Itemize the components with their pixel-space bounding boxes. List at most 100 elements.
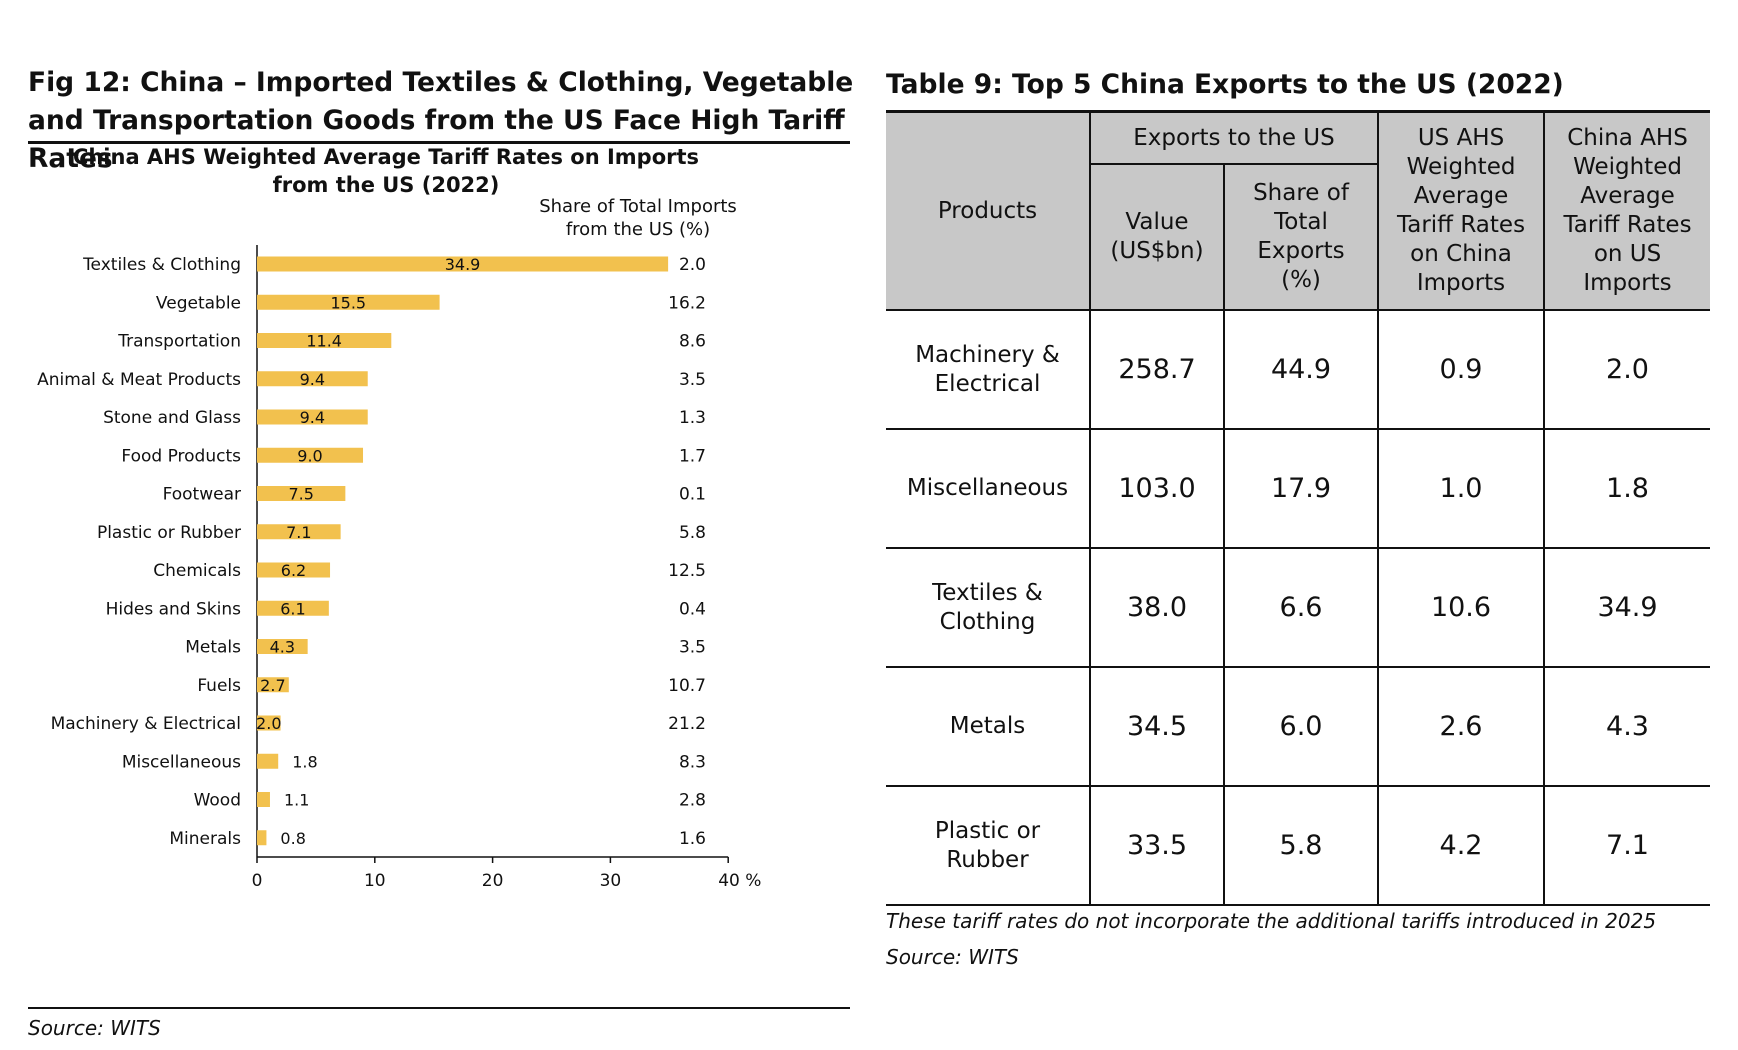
bar-value-label: 2.7 xyxy=(260,676,285,695)
bar xyxy=(257,409,368,425)
header-products: Products xyxy=(886,111,1090,311)
bar xyxy=(257,486,346,501)
table-row: Textiles & Clothing 38.0 6.6 10.6 34.9 xyxy=(886,548,1711,668)
cell-us-ahs: 1.0 xyxy=(1377,429,1545,549)
share-value-label: 10.7 xyxy=(668,676,706,696)
bar xyxy=(257,447,364,463)
bar-value-label: 15.5 xyxy=(330,293,366,312)
figure-top-rule xyxy=(28,141,850,144)
figure-source: Source: WITS xyxy=(28,1016,161,1040)
chart-title-line: from the US (2022) xyxy=(273,173,500,197)
share-value-label: 1.3 xyxy=(679,408,706,428)
cell-share: 6.0 xyxy=(1222,667,1379,787)
bar-value-label: 11.4 xyxy=(306,332,342,351)
share-value-label: 0.4 xyxy=(679,599,706,619)
share-value-label: 12.5 xyxy=(668,561,706,581)
category-label: Transportation xyxy=(117,332,241,352)
share-value-label: 5.8 xyxy=(679,523,706,543)
category-label: Animal & Meat Products xyxy=(37,370,241,390)
category-label: Vegetable xyxy=(156,293,241,313)
bar-value-label: 7.5 xyxy=(288,485,313,504)
share-header-line: from the US (%) xyxy=(566,219,710,240)
cell-product: Plastic or Rubber xyxy=(886,786,1090,906)
bar xyxy=(257,715,281,731)
bar-value-label: 9.4 xyxy=(300,408,325,427)
figure-bottom-rule xyxy=(28,1007,850,1009)
share-value-label: 2.0 xyxy=(679,255,706,275)
share-value-label: 8.3 xyxy=(679,752,706,772)
bar xyxy=(257,371,368,387)
cell-us-ahs: 4.2 xyxy=(1377,786,1545,906)
table-row: Machinery & Electrical 258.7 44.9 0.9 2.0 xyxy=(886,310,1711,430)
cell-us-ahs: 10.6 xyxy=(1377,548,1545,668)
cell-us-ahs: 0.9 xyxy=(1377,310,1545,430)
share-value-label: 8.6 xyxy=(679,332,706,352)
bar-value-label: 6.2 xyxy=(281,561,306,580)
x-tick-label: 40 % xyxy=(718,871,761,891)
cell-value: 34.5 xyxy=(1089,667,1224,787)
bar-value-label: 9.4 xyxy=(300,370,325,389)
header-us-ahs: US AHS Weighted Average Tariff Rates on … xyxy=(1377,111,1545,311)
cell-product: Machinery & Electrical xyxy=(886,310,1090,430)
share-value-label: 16.2 xyxy=(668,293,706,313)
cell-share: 17.9 xyxy=(1222,429,1379,549)
header-exports-group: Exports to the US xyxy=(1088,111,1379,165)
figure-title: Fig 12: China – Imported Textiles & Clot… xyxy=(28,67,854,174)
cell-share: 44.9 xyxy=(1222,310,1379,430)
category-label: Metals xyxy=(185,638,241,658)
category-label: Chemicals xyxy=(153,561,241,581)
bar xyxy=(257,792,270,807)
category-label: Wood xyxy=(194,791,241,811)
category-label: Fuels xyxy=(197,676,241,696)
exports-table: Products Exports to the US US AHS Weight… xyxy=(886,110,1711,906)
bar xyxy=(257,600,329,616)
bar-value-label: 1.8 xyxy=(292,752,317,771)
table-subheader-row: Value (US$bn) Share of Total Exports (%) xyxy=(886,164,1710,311)
table-row: Metals 34.5 6.0 2.6 4.3 xyxy=(886,667,1711,787)
cell-china-ahs: 2.0 xyxy=(1543,310,1711,430)
tariff-bar-chart: China AHS Weighted Average Tariff Rates … xyxy=(37,145,761,891)
table-body: Machinery & Electrical 258.7 44.9 0.9 2.0 Mis… xyxy=(886,310,1711,906)
share-value-label: 1.7 xyxy=(679,446,706,466)
table-row: Plastic or Rubber 33.5 5.8 4.2 7.1 xyxy=(886,786,1711,906)
x-tick-label: 20 xyxy=(482,871,504,891)
cell-china-ahs: 34.9 xyxy=(1543,548,1711,668)
table-source: Source: WITS xyxy=(886,945,1019,969)
category-label: Stone and Glass xyxy=(103,408,241,428)
table-header-row: Products Exports to the US US AHS Weight… xyxy=(886,111,1711,311)
header-share: Share of Total Exports (%) xyxy=(1222,164,1379,311)
category-label: Minerals xyxy=(169,829,241,849)
header-value: Value (US$bn) xyxy=(1089,164,1224,311)
share-value-label: 2.8 xyxy=(679,791,706,811)
share-value-label: 0.1 xyxy=(679,485,706,505)
bar-value-label: 6.1 xyxy=(280,599,305,618)
bar-value-label: 1.1 xyxy=(284,791,309,810)
bar-value-label: 0.8 xyxy=(280,829,305,848)
category-label: Miscellaneous xyxy=(122,752,241,772)
cell-value: 38.0 xyxy=(1089,548,1224,668)
chart-title-line: China AHS Weighted Average Tariff Rates … xyxy=(73,145,699,169)
bar xyxy=(257,524,341,540)
table-note: These tariff rates do not incorporate th… xyxy=(886,909,1657,933)
cell-china-ahs: 4.3 xyxy=(1543,667,1711,787)
category-label: Hides and Skins xyxy=(106,599,242,619)
bar xyxy=(257,256,669,272)
bar-value-label: 34.9 xyxy=(445,255,481,274)
cell-share: 5.8 xyxy=(1222,786,1379,906)
share-header-line: Share of Total Imports xyxy=(539,196,737,217)
category-label: Food Products xyxy=(121,446,241,466)
bar xyxy=(257,562,331,578)
figure-panel: Fig 12: China – Imported Textiles & Clot… xyxy=(0,0,860,1050)
share-value-label: 3.5 xyxy=(679,638,706,658)
bar xyxy=(257,294,440,310)
category-label: Machinery & Electrical xyxy=(51,714,241,734)
share-value-label: 1.6 xyxy=(679,829,706,849)
category-label: Textiles & Clothing xyxy=(82,255,241,275)
share-value-label: 21.2 xyxy=(668,714,706,734)
x-tick-label: 30 xyxy=(600,871,622,891)
bar xyxy=(257,639,308,654)
cell-product: Miscellaneous xyxy=(886,429,1090,549)
bar-value-label: 7.1 xyxy=(286,523,311,542)
bar xyxy=(257,677,289,693)
cell-china-ahs: 1.8 xyxy=(1543,429,1711,549)
